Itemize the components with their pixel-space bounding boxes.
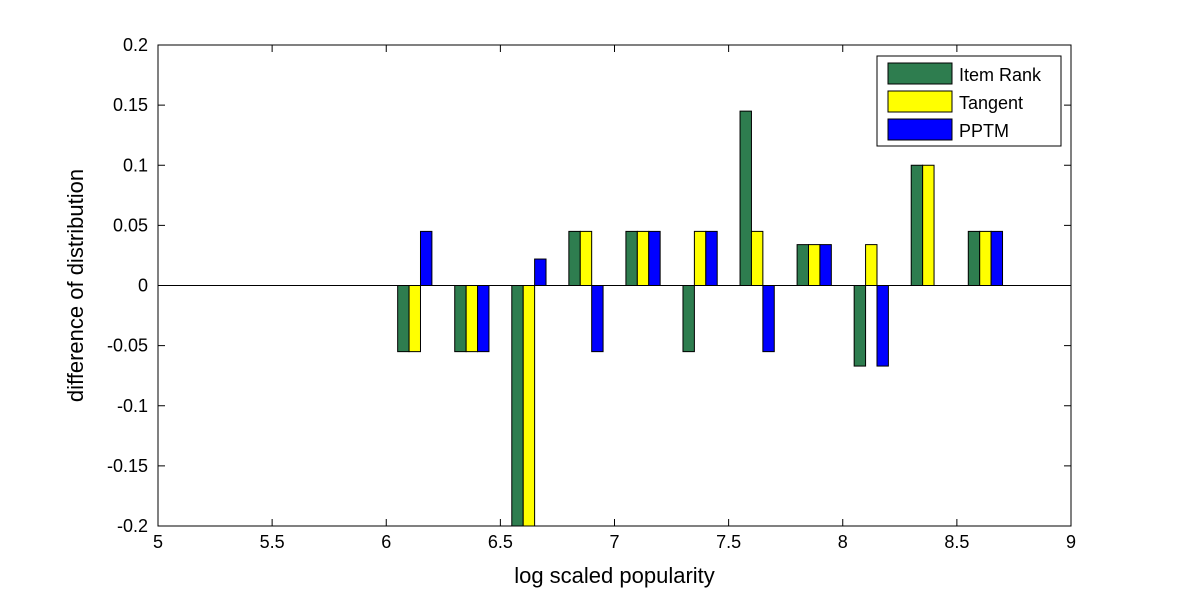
bar [853, 285, 867, 367]
bar [739, 110, 752, 286]
legend-swatch [887, 90, 953, 113]
bar [568, 230, 581, 286]
bar [419, 230, 433, 286]
x-tick-label: 9 [1066, 532, 1076, 552]
y-tick-label: -0.1 [117, 396, 148, 416]
bar [625, 230, 638, 286]
y-tick-label: -0.2 [117, 516, 148, 536]
bar [648, 230, 661, 286]
y-tick-label: -0.05 [107, 336, 148, 356]
bar [865, 244, 878, 287]
legend-label: Tangent [959, 93, 1023, 113]
bar [990, 230, 1004, 286]
x-tick-label: 5 [153, 532, 163, 552]
bar [408, 285, 421, 353]
y-tick-label: 0.2 [123, 35, 148, 55]
legend-swatch [887, 118, 953, 141]
bar [454, 285, 467, 353]
bar [910, 164, 924, 286]
bar [591, 285, 604, 353]
x-tick-label: 7 [609, 532, 619, 552]
y-tick-label: 0.1 [123, 155, 148, 175]
bar [967, 230, 981, 286]
x-axis-title: log scaled popularity [514, 563, 715, 588]
bars [397, 110, 1004, 527]
bar [636, 230, 650, 286]
bar [922, 164, 935, 286]
legend-swatch [887, 62, 953, 85]
legend-label: PPTM [959, 121, 1009, 141]
x-tick-label: 6.5 [488, 532, 513, 552]
x-tick-label: 7.5 [716, 532, 741, 552]
x-tick-label: 8 [838, 532, 848, 552]
bar [397, 285, 410, 353]
x-tick-label: 8.5 [944, 532, 969, 552]
bar [511, 285, 524, 527]
bar [819, 244, 832, 287]
x-tick-label: 6 [381, 532, 391, 552]
bar [762, 285, 775, 353]
legend-label: Item Rank [959, 65, 1042, 85]
bar [534, 258, 547, 287]
bar [705, 230, 718, 286]
bar [750, 230, 764, 286]
y-axis-title: difference of distribution [63, 169, 88, 402]
bar [796, 244, 810, 287]
y-tick-label: 0 [138, 276, 148, 296]
x-tick-label: 5.5 [260, 532, 285, 552]
y-tick-label: -0.15 [107, 456, 148, 476]
bar [979, 230, 992, 286]
bar [876, 285, 889, 367]
bar [465, 285, 479, 353]
ticks: 5 5.5 6 6.5 7 7.5 8 8.5 9 -0.2 -0.15 -0.1 -0.05 0 0.05… [107, 35, 1076, 552]
bar [693, 230, 707, 286]
legend: Item Rank Tangent PPTM [876, 55, 1062, 147]
bar [808, 244, 821, 287]
bar [477, 285, 490, 353]
y-tick-label: 0.05 [113, 215, 148, 235]
bar [579, 230, 593, 286]
bar [682, 285, 695, 353]
bar [522, 285, 536, 527]
y-tick-label: 0.15 [113, 95, 148, 115]
